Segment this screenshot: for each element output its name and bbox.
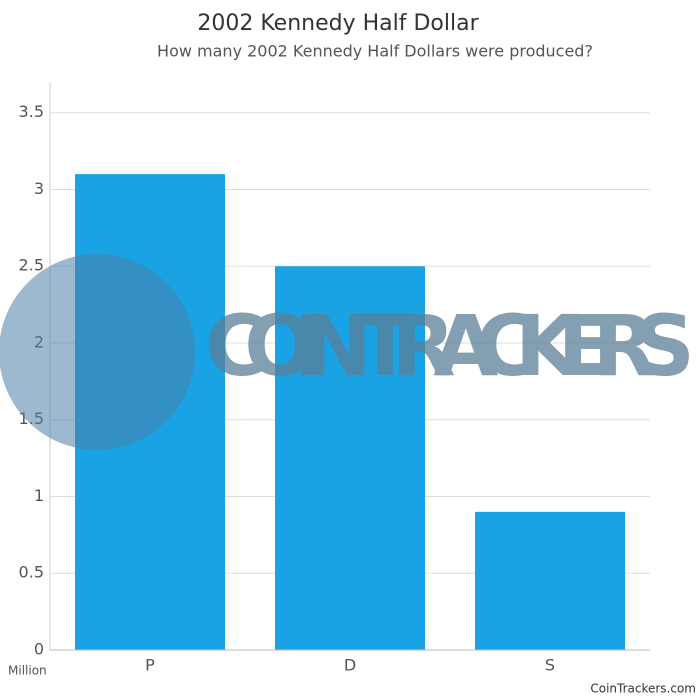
watermark: COIN TRACKERS xyxy=(205,297,695,395)
y-tick-label: 3.5 xyxy=(19,102,44,121)
x-tick-label: D xyxy=(344,656,356,675)
chart-title: 2002 Kennedy Half Dollar xyxy=(197,11,479,36)
chart-subtitle: How many 2002 Kennedy Half Dollars were … xyxy=(157,42,593,61)
watermark-logo xyxy=(0,254,195,450)
y-tick-label: 0.5 xyxy=(19,563,44,582)
bar xyxy=(275,266,425,650)
y-tick-label: 1 xyxy=(34,486,44,505)
x-tick-label: S xyxy=(545,656,555,675)
y-unit: Million xyxy=(8,664,47,678)
bar xyxy=(475,511,625,650)
y-tick-label: 0 xyxy=(34,640,44,659)
x-tick-label: P xyxy=(145,656,155,675)
y-tick-label: 3 xyxy=(34,179,44,198)
y-tick-label: 2.5 xyxy=(19,256,44,275)
source: CoinTrackers.com xyxy=(590,682,696,696)
